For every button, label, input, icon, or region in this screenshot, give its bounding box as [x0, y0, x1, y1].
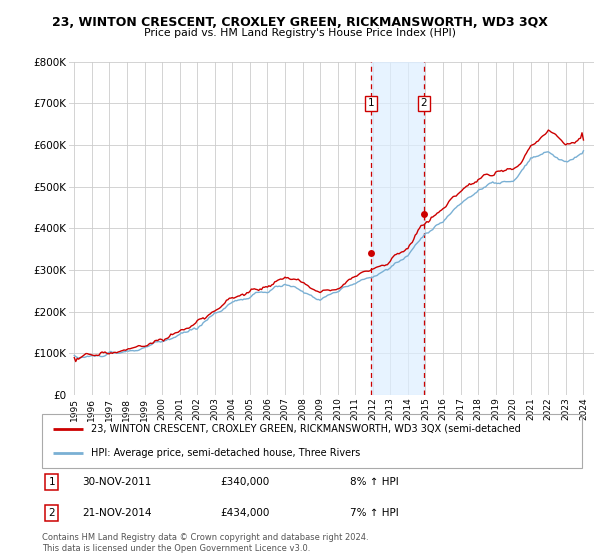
Text: 1: 1: [368, 98, 374, 108]
Text: Contains HM Land Registry data © Crown copyright and database right 2024.
This d: Contains HM Land Registry data © Crown c…: [42, 533, 368, 553]
Text: 8% ↑ HPI: 8% ↑ HPI: [350, 477, 398, 487]
Text: 2: 2: [49, 508, 55, 518]
Text: 2: 2: [421, 98, 427, 108]
Text: HPI: Average price, semi-detached house, Three Rivers: HPI: Average price, semi-detached house,…: [91, 448, 360, 458]
Text: 21-NOV-2014: 21-NOV-2014: [83, 508, 152, 518]
Text: Price paid vs. HM Land Registry's House Price Index (HPI): Price paid vs. HM Land Registry's House …: [144, 28, 456, 38]
Text: £434,000: £434,000: [220, 508, 269, 518]
Text: 23, WINTON CRESCENT, CROXLEY GREEN, RICKMANSWORTH, WD3 3QX: 23, WINTON CRESCENT, CROXLEY GREEN, RICK…: [52, 16, 548, 29]
Text: £340,000: £340,000: [220, 477, 269, 487]
Bar: [371, 62, 424, 395]
Text: 30-NOV-2011: 30-NOV-2011: [83, 477, 152, 487]
Text: 1: 1: [49, 477, 55, 487]
Text: 7% ↑ HPI: 7% ↑ HPI: [350, 508, 398, 518]
Text: 23, WINTON CRESCENT, CROXLEY GREEN, RICKMANSWORTH, WD3 3QX (semi-detached: 23, WINTON CRESCENT, CROXLEY GREEN, RICK…: [91, 424, 520, 434]
